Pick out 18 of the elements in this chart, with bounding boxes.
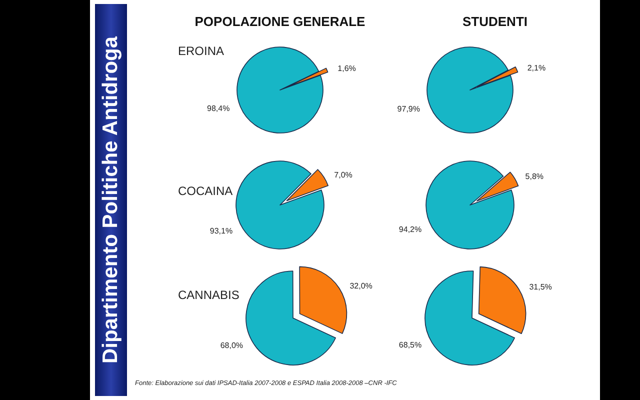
data-label: 5,8% bbox=[525, 172, 544, 182]
data-label: 32,0% bbox=[350, 282, 372, 291]
chart-title: POPOLAZIONE GENERALE bbox=[194, 14, 366, 29]
data-label: 93,1% bbox=[210, 226, 233, 236]
text: Dipartimento Politiche Antidroga bbox=[99, 36, 123, 364]
data-label: 68,5% bbox=[398, 340, 422, 350]
data-label: 2,1% bbox=[527, 63, 546, 72]
chart-title: STUDENTI bbox=[462, 14, 528, 29]
data-label: 68,0% bbox=[220, 340, 244, 350]
data-label: 7,0% bbox=[334, 170, 352, 180]
data-label: 1,6% bbox=[338, 64, 356, 74]
chart-subtitle: EROINA bbox=[178, 44, 224, 58]
data-label: 98,4% bbox=[207, 104, 230, 113]
data-label: 31,5% bbox=[529, 282, 552, 292]
text: COCAINA bbox=[178, 184, 233, 198]
data-label: 97,9% bbox=[397, 104, 420, 114]
text: CANNABIS bbox=[178, 288, 240, 302]
data-label: 94,2% bbox=[398, 224, 422, 234]
